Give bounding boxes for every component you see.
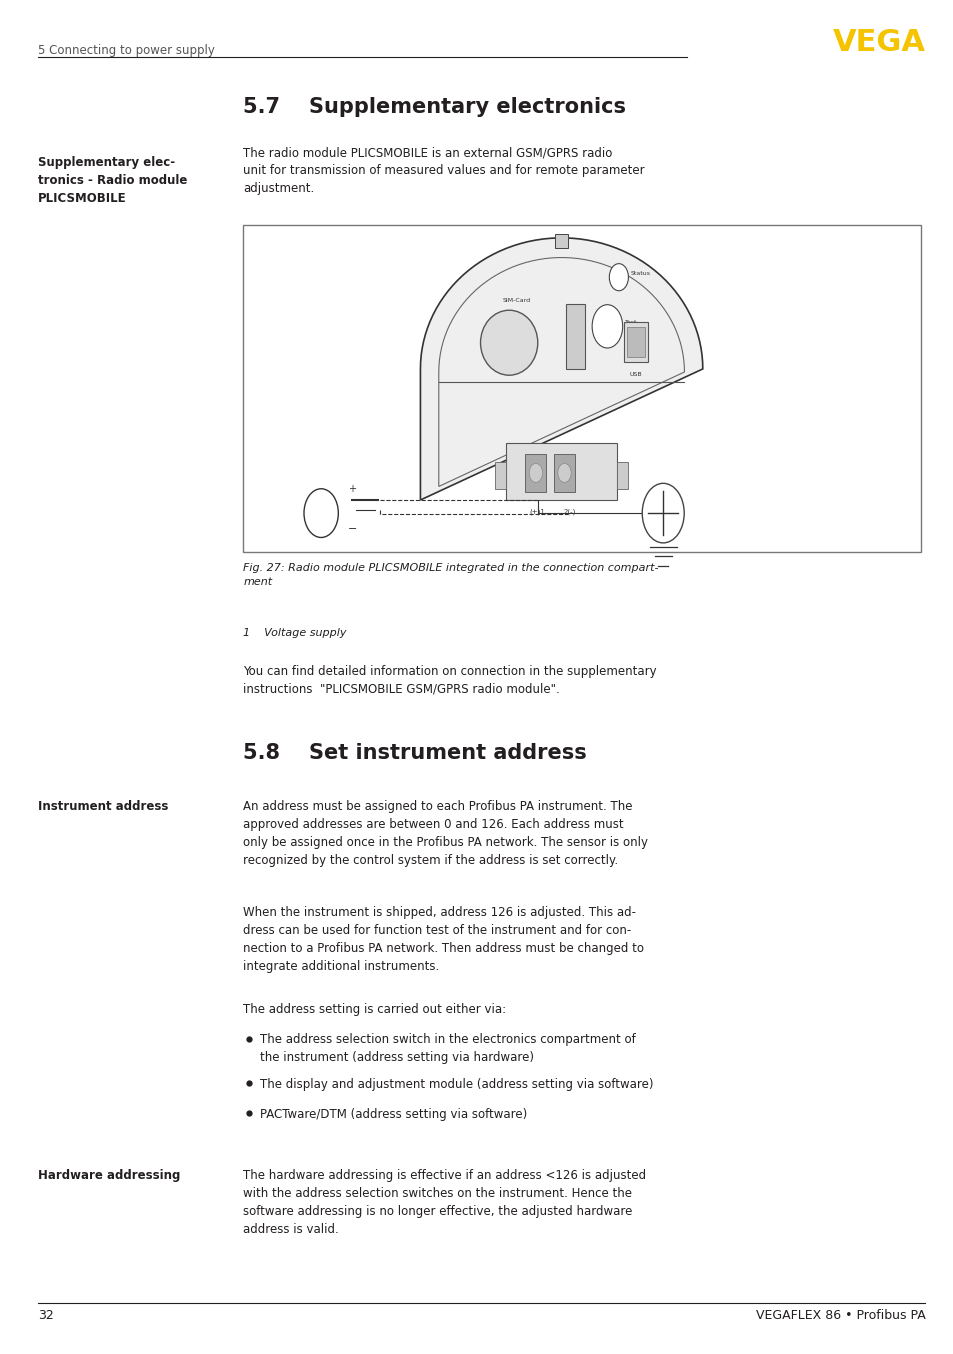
Bar — [627, 328, 644, 357]
Text: VEGA: VEGA — [832, 28, 924, 57]
Text: Hardware addressing: Hardware addressing — [38, 1169, 180, 1182]
Text: Instrument address: Instrument address — [38, 800, 169, 814]
Text: +: + — [348, 483, 355, 494]
Text: The display and adjustment module (address setting via software): The display and adjustment module (addre… — [260, 1078, 653, 1091]
Bar — [525, 454, 546, 492]
Text: USB: USB — [629, 372, 641, 376]
Circle shape — [592, 305, 622, 348]
Text: 32: 32 — [38, 1309, 54, 1323]
Text: Supplementary elec-
tronics - Radio module
PLICSMOBILE: Supplementary elec- tronics - Radio modu… — [38, 156, 188, 204]
Text: SIM-Card: SIM-Card — [502, 298, 530, 303]
Bar — [506, 443, 617, 500]
Bar — [554, 454, 575, 492]
Circle shape — [529, 463, 542, 482]
Text: An address must be assigned to each Profibus PA instrument. The
approved address: An address must be assigned to each Prof… — [243, 800, 648, 867]
Text: (+)1: (+)1 — [529, 508, 545, 515]
Bar — [555, 234, 567, 248]
PathPatch shape — [420, 238, 702, 500]
Text: PACTware/DTM (address setting via software): PACTware/DTM (address setting via softwa… — [260, 1108, 527, 1121]
Circle shape — [609, 264, 628, 291]
Text: 5.7    Supplementary electronics: 5.7 Supplementary electronics — [243, 97, 625, 118]
Circle shape — [641, 483, 683, 543]
Bar — [243, 225, 920, 552]
Ellipse shape — [480, 310, 537, 375]
Circle shape — [558, 463, 571, 482]
Text: The radio module PLICSMOBILE is an external GSM/GPRS radio
unit for transmission: The radio module PLICSMOBILE is an exter… — [243, 146, 644, 195]
Text: Status: Status — [630, 271, 650, 276]
Text: 1: 1 — [317, 508, 324, 519]
Text: 2(-): 2(-) — [562, 508, 575, 515]
Bar — [617, 462, 628, 489]
Circle shape — [304, 489, 338, 538]
Text: When the instrument is shipped, address 126 is adjusted. This ad-
dress can be u: When the instrument is shipped, address … — [243, 906, 643, 972]
Text: You can find detailed information on connection in the supplementary
instruction: You can find detailed information on con… — [243, 665, 657, 696]
Bar — [495, 462, 506, 489]
Text: 1    Voltage supply: 1 Voltage supply — [243, 628, 346, 638]
Text: Fig. 27: Radio module PLICSMOBILE integrated in the connection compart-
ment: Fig. 27: Radio module PLICSMOBILE integr… — [243, 563, 659, 586]
Text: The address setting is carried out either via:: The address setting is carried out eithe… — [243, 1003, 506, 1017]
Text: VEGAFLEX 86 • Profibus PA: VEGAFLEX 86 • Profibus PA — [755, 1309, 924, 1323]
Text: The address selection switch in the electronics compartment of
the instrument (a: The address selection switch in the elec… — [260, 1033, 636, 1064]
Text: Test: Test — [624, 320, 637, 325]
Text: −: − — [348, 524, 356, 535]
Text: The hardware addressing is effective if an address <126 is adjusted
with the add: The hardware addressing is effective if … — [243, 1169, 646, 1235]
Bar — [566, 303, 585, 368]
Text: 5.8    Set instrument address: 5.8 Set instrument address — [243, 743, 586, 764]
Bar — [623, 322, 648, 363]
Text: 5 Connecting to power supply: 5 Connecting to power supply — [38, 43, 214, 57]
